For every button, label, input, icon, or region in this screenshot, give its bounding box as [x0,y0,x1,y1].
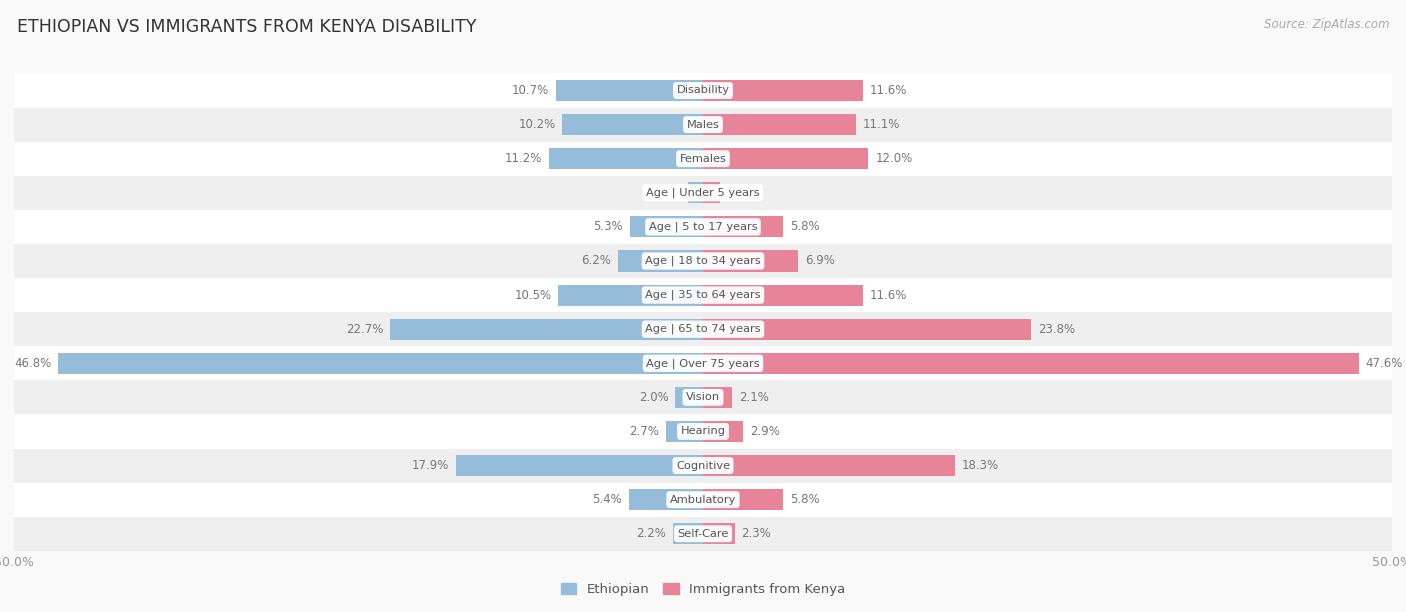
Text: 1.1%: 1.1% [651,186,681,200]
Bar [14,517,1392,551]
Text: 2.0%: 2.0% [638,391,669,404]
Bar [703,250,799,272]
Bar [703,319,1031,340]
Text: 11.2%: 11.2% [505,152,541,165]
Bar [391,319,703,340]
Text: 2.9%: 2.9% [749,425,780,438]
Text: 1.2%: 1.2% [727,186,756,200]
Text: Age | Over 75 years: Age | Over 75 years [647,358,759,368]
Bar [703,148,869,170]
Text: Age | Under 5 years: Age | Under 5 years [647,187,759,198]
Legend: Ethiopian, Immigrants from Kenya: Ethiopian, Immigrants from Kenya [555,578,851,602]
Bar [14,108,1392,141]
Bar [558,285,703,305]
Text: Source: ZipAtlas.com: Source: ZipAtlas.com [1264,18,1389,31]
Text: Cognitive: Cognitive [676,461,730,471]
Bar [617,250,703,272]
Bar [14,380,1392,414]
Text: Age | 35 to 64 years: Age | 35 to 64 years [645,290,761,300]
Text: Age | 18 to 34 years: Age | 18 to 34 years [645,256,761,266]
Bar [703,421,742,442]
Text: Vision: Vision [686,392,720,402]
Bar [703,80,863,101]
Text: Males: Males [686,119,720,130]
Bar [672,523,703,544]
Text: 2.3%: 2.3% [741,528,772,540]
Bar [703,114,856,135]
Text: 23.8%: 23.8% [1038,323,1076,335]
Bar [562,114,703,135]
Text: 12.0%: 12.0% [875,152,912,165]
Text: ETHIOPIAN VS IMMIGRANTS FROM KENYA DISABILITY: ETHIOPIAN VS IMMIGRANTS FROM KENYA DISAB… [17,18,477,36]
Bar [703,523,735,544]
Bar [703,353,1358,374]
Text: Ambulatory: Ambulatory [669,494,737,505]
Bar [628,489,703,510]
Bar [703,455,955,476]
Text: 18.3%: 18.3% [962,459,1000,472]
Bar [555,80,703,101]
Bar [58,353,703,374]
Bar [14,346,1392,380]
Bar [703,216,783,237]
Bar [703,489,783,510]
Bar [14,141,1392,176]
Text: 11.1%: 11.1% [863,118,900,131]
Text: 5.8%: 5.8% [790,220,820,233]
Bar [14,414,1392,449]
Text: 2.1%: 2.1% [738,391,769,404]
Text: Age | 5 to 17 years: Age | 5 to 17 years [648,222,758,232]
Text: 6.2%: 6.2% [581,255,610,267]
Text: 10.2%: 10.2% [519,118,555,131]
Bar [14,244,1392,278]
Text: 17.9%: 17.9% [412,459,450,472]
Bar [666,421,703,442]
Text: Age | 65 to 74 years: Age | 65 to 74 years [645,324,761,334]
Text: 5.4%: 5.4% [592,493,621,506]
Text: 5.8%: 5.8% [790,493,820,506]
Bar [14,278,1392,312]
Text: 5.3%: 5.3% [593,220,623,233]
Text: 11.6%: 11.6% [870,289,907,302]
Text: 10.7%: 10.7% [512,84,548,97]
Text: 2.7%: 2.7% [628,425,659,438]
Text: 10.5%: 10.5% [515,289,551,302]
Bar [14,483,1392,517]
Bar [14,449,1392,483]
Bar [703,182,720,203]
Bar [14,176,1392,210]
Text: 11.6%: 11.6% [870,84,907,97]
Text: Disability: Disability [676,86,730,95]
Bar [688,182,703,203]
Bar [548,148,703,170]
Text: 46.8%: 46.8% [14,357,51,370]
Bar [457,455,703,476]
Bar [14,210,1392,244]
Bar [630,216,703,237]
Text: 6.9%: 6.9% [806,255,835,267]
Text: 47.6%: 47.6% [1365,357,1403,370]
Bar [703,285,863,305]
Text: Self-Care: Self-Care [678,529,728,539]
Text: Hearing: Hearing [681,427,725,436]
Bar [14,312,1392,346]
Text: Females: Females [679,154,727,163]
Bar [675,387,703,408]
Text: 22.7%: 22.7% [346,323,384,335]
Bar [14,73,1392,108]
Text: 2.2%: 2.2% [636,528,666,540]
Bar [703,387,733,408]
